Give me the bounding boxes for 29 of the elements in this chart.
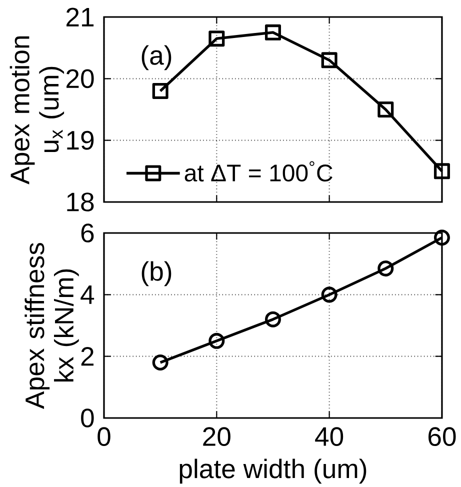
y-tick-label: 18 xyxy=(67,192,94,212)
point xyxy=(321,286,338,303)
y-tick-label: 4 xyxy=(80,286,94,304)
x-tick-label: 60 xyxy=(428,427,456,446)
annotation: (a) xyxy=(142,45,172,70)
point xyxy=(321,52,338,68)
legend-label: at ΔT = 100$^{°}$C xyxy=(184,161,332,182)
point xyxy=(264,24,281,40)
y-tick-label: 21 xyxy=(66,8,94,26)
point xyxy=(378,102,394,118)
x-axis-title: plate width (um) xyxy=(180,458,366,484)
x-tick-label: 20 xyxy=(203,427,230,446)
point xyxy=(208,30,225,47)
y-tick-label: 20 xyxy=(66,69,94,88)
x-tick-label: 0 xyxy=(98,427,110,446)
annotation: (b) xyxy=(142,261,172,286)
point xyxy=(152,354,168,371)
y-tick-label: 6 xyxy=(81,224,94,242)
point xyxy=(208,332,225,349)
point xyxy=(152,83,168,100)
y-tick-label: 0 xyxy=(81,408,94,428)
point xyxy=(434,163,450,180)
y-tick-label: 2 xyxy=(81,347,94,366)
point xyxy=(378,260,394,276)
y-axis-title: Apex stiffness kx (kN/m) xyxy=(24,242,79,409)
y-tick-label: 19 xyxy=(67,130,94,150)
point xyxy=(434,230,450,246)
x-tick-label: 40 xyxy=(315,427,344,446)
point xyxy=(264,311,281,328)
